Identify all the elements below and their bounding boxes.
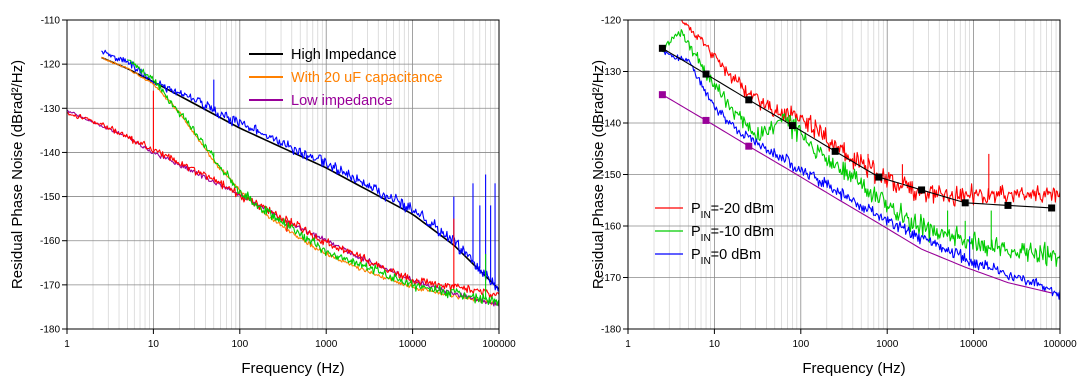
legend: High Impedance With 20 uF capacitance Low …	[249, 47, 443, 109]
phase-noise-chart-right: 1 10 100 1000 10000 100000 -180 -170 -160 -150 -14…	[590, 16, 1077, 378]
data-marker	[1004, 201, 1012, 209]
series-line	[662, 50, 1060, 300]
y-tick-label: -180	[40, 325, 60, 336]
data-marker	[745, 96, 753, 104]
data-marker	[702, 116, 710, 124]
data-marker	[745, 142, 753, 150]
phase-noise-chart-left: 1 10 100 1000 10000 100000 -180 -170 -160 -150 -14…	[9, 16, 516, 378]
series-line	[127, 59, 499, 307]
y-tick-label: -130	[40, 104, 60, 115]
y-tick-label: -160	[40, 236, 60, 247]
axis-ticks: 1 10 100 1000 10000 100000 -180 -170 -160 -150 -14…	[40, 16, 516, 351]
y-tick-label: -170	[601, 273, 621, 284]
y-tick-label: -150	[601, 170, 621, 181]
legend-label: PIN=0 dBm	[691, 247, 761, 267]
legend-label: PIN=-10 dBm	[691, 224, 774, 244]
data-marker	[658, 91, 666, 99]
axis-ticks: 1 10 100 1000 10000 100000 -180 -170 -160 -150 -14…	[601, 16, 1077, 351]
series-line	[101, 49, 499, 292]
legend-label-value: =-20 dBm	[711, 201, 774, 217]
plot-area	[67, 49, 499, 307]
data-marker	[1048, 204, 1056, 212]
x-tick-label: 100	[792, 339, 809, 350]
series-line	[662, 47, 1052, 209]
legend-label: PIN=-20 dBm	[691, 201, 774, 221]
legend-label: High Impedance	[291, 47, 397, 63]
y-tick-label: -180	[601, 325, 621, 336]
y-tick-label: -160	[601, 222, 621, 233]
legend-label: Low impedance	[291, 93, 393, 109]
legend-label-value: =0 dBm	[711, 247, 761, 263]
legend-label-subscript: IN	[701, 210, 711, 221]
x-axis-title: Frequency (Hz)	[241, 360, 344, 377]
y-axis-title: Residual Phase Noise (dBrad²/Hz)	[9, 60, 26, 289]
legend-label-subscript: IN	[701, 256, 711, 267]
data-marker	[918, 186, 926, 194]
y-tick-label: -120	[40, 60, 60, 71]
y-tick-label: -140	[601, 119, 621, 130]
data-marker	[961, 199, 969, 207]
y-tick-label: -130	[601, 67, 621, 78]
gridlines	[627, 19, 1061, 330]
plot-area	[658, 20, 1060, 300]
legend-label-main: P	[691, 247, 701, 263]
legend-label-value: =-10 dBm	[711, 224, 774, 240]
y-axis-title: Residual Phase Noise (dBrad²/Hz)	[590, 60, 607, 289]
x-tick-label: 100000	[1043, 339, 1077, 350]
y-tick-label: -120	[601, 16, 621, 27]
x-tick-label: 10	[709, 339, 721, 350]
x-axis-title: Frequency (Hz)	[802, 360, 905, 377]
y-tick-label: -140	[40, 148, 60, 159]
y-tick-label: -110	[41, 16, 61, 27]
series-line	[67, 112, 499, 299]
x-tick-label: 10	[148, 339, 160, 350]
legend-label-subscript: IN	[701, 233, 711, 244]
y-tick-label: -150	[40, 192, 60, 203]
x-tick-label: 1	[64, 339, 70, 350]
x-tick-label: 1000	[876, 339, 899, 350]
x-tick-label: 10000	[960, 339, 988, 350]
x-tick-label: 10000	[399, 339, 427, 350]
legend-label-main: P	[691, 224, 701, 240]
x-tick-label: 1000	[315, 339, 338, 350]
data-marker	[658, 44, 666, 52]
series-line	[662, 29, 1060, 267]
data-marker	[788, 122, 796, 130]
y-tick-label: -170	[40, 280, 60, 291]
data-marker	[831, 147, 839, 155]
plot-frame	[66, 19, 500, 330]
series-line	[662, 94, 1052, 294]
series-line	[681, 20, 1060, 207]
x-tick-label: 1	[625, 339, 631, 350]
data-marker	[875, 173, 883, 181]
legend-label-main: P	[691, 201, 701, 217]
data-marker	[702, 70, 710, 78]
x-tick-label: 100	[231, 339, 248, 350]
legend-label: With 20 uF capacitance	[291, 70, 443, 86]
x-tick-label: 100000	[482, 339, 516, 350]
